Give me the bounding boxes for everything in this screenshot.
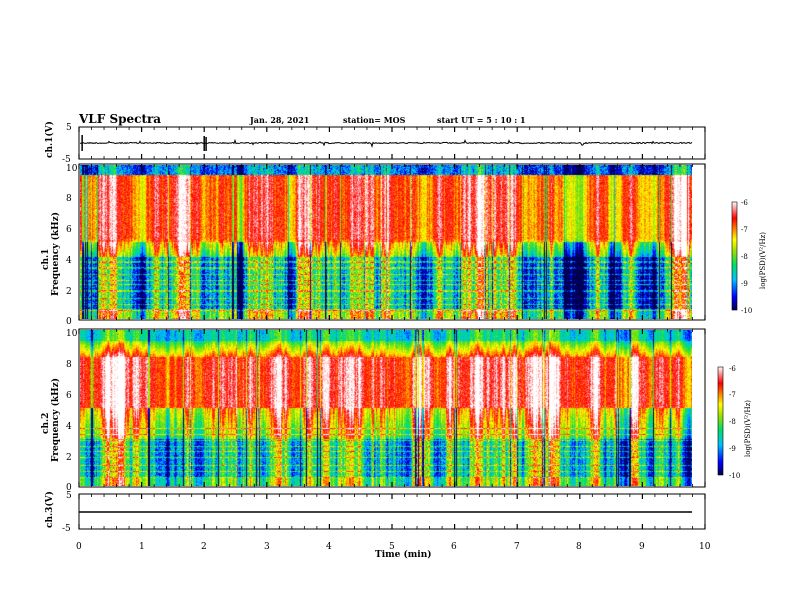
ch2-spec-ytick-2: 2 bbox=[66, 453, 72, 463]
header-station: station= MOS bbox=[343, 115, 406, 125]
ch2-spec-ytick-6: 6 bbox=[66, 391, 72, 401]
figure-title: VLF Spectra bbox=[78, 112, 161, 126]
ch1-cb-tick-10: -10 bbox=[741, 307, 752, 315]
ch2-spec-ylabel-freq: Frequency (kHz) bbox=[50, 378, 61, 462]
xtick-8: 8 bbox=[576, 542, 582, 552]
ch1-spec-ylabel-channel: ch.1 bbox=[41, 249, 51, 270]
xtick-0: 0 bbox=[76, 542, 82, 552]
ch1-spec-ylabel-freq: Frequency (kHz) bbox=[50, 212, 61, 296]
ch2-spec-ytick-10: 10 bbox=[66, 329, 78, 339]
ch1-spec-ytick-8: 8 bbox=[66, 194, 72, 204]
ch3-ytick-bottom: -5 bbox=[62, 524, 71, 534]
ch1-waveform-panel: 5 -5 ch.1(V) bbox=[44, 121, 706, 165]
xtick-2: 2 bbox=[201, 542, 207, 552]
xtick-9: 9 bbox=[639, 542, 645, 552]
ch2-cb-tick-10: -10 bbox=[729, 472, 740, 480]
xtick-7: 7 bbox=[514, 542, 520, 552]
x-axis-label: Time (min) bbox=[375, 549, 432, 560]
ch1-colorbar: -6 -7 -8 -9 -10 log(PSD)(V²/Hz) bbox=[731, 199, 767, 315]
ch3-ytick-top: 5 bbox=[66, 491, 72, 501]
ch2-cb-tick-7: -7 bbox=[729, 391, 736, 399]
ch1-cb-tick-7: -7 bbox=[741, 226, 748, 234]
ch1-cb-tick-6: -6 bbox=[741, 199, 748, 207]
x-axis: 0 1 2 3 4 5 6 7 8 9 10 Time (min) bbox=[76, 542, 711, 560]
ch1-spectrogram-image bbox=[80, 165, 692, 319]
ch2-colorbar: -6 -7 -8 -9 -10 log(PSD)(V²/Hz) bbox=[717, 365, 752, 480]
ch2-spec-ytick-4: 4 bbox=[66, 422, 72, 432]
ch1-spectrogram-panel: 10 8 6 4 2 0 ch.1 Frequency (kHz) bbox=[41, 163, 706, 327]
xtick-1: 1 bbox=[139, 542, 145, 552]
ch2-spec-ylabel-channel: ch.2 bbox=[41, 413, 51, 434]
ch1-spec-ytick-2: 2 bbox=[66, 287, 72, 297]
ch1-ylabel: ch.1(V) bbox=[44, 121, 55, 158]
header-start-ut: start UT = 5 : 10 : 1 bbox=[437, 115, 526, 125]
ch1-spec-ytick-4: 4 bbox=[66, 256, 72, 266]
ch2-cb-tick-9: -9 bbox=[729, 445, 736, 453]
ch1-spec-ytick-6: 6 bbox=[66, 225, 72, 235]
ch1-colorbar-scale bbox=[731, 201, 738, 311]
ch2-colorbar-scale bbox=[717, 366, 724, 476]
ch2-colorbar-label: log(PSD)(V²/Hz) bbox=[744, 400, 752, 457]
ch2-spectrogram-panel: 10 8 6 4 2 0 ch.2 Frequency (kHz) bbox=[41, 328, 706, 493]
ch1-spec-ytick-10: 10 bbox=[66, 164, 78, 174]
ch1-colorbar-label: log(PSD)(V²/Hz) bbox=[759, 232, 767, 289]
xtick-10: 10 bbox=[699, 542, 711, 552]
time-axis-tick-marks bbox=[78, 127, 706, 529]
ch2-cb-tick-6: -6 bbox=[729, 365, 736, 373]
ch1-spec-ytick-0: 0 bbox=[66, 317, 72, 327]
ch1-waveform-trace bbox=[80, 138, 693, 148]
xtick-6: 6 bbox=[451, 542, 457, 552]
xtick-3: 3 bbox=[264, 542, 270, 552]
header-date: Jan. 28, 2021 bbox=[249, 115, 309, 125]
ch1-cb-tick-9: -9 bbox=[741, 280, 748, 288]
xtick-5: 5 bbox=[389, 542, 395, 552]
ch1-ytick-top: 5 bbox=[66, 123, 72, 133]
ch3-waveform-panel: 5 -5 ch.3(V) bbox=[44, 491, 706, 534]
ch2-spec-ytick-0: 0 bbox=[66, 483, 72, 493]
xtick-4: 4 bbox=[326, 542, 332, 552]
ch2-spec-ytick-8: 8 bbox=[66, 360, 72, 370]
ch1-ytick-bottom: -5 bbox=[62, 155, 71, 165]
ch2-spectrogram-image bbox=[80, 330, 692, 486]
ch3-ylabel: ch.3(V) bbox=[44, 491, 55, 528]
ch1-cb-tick-8: -8 bbox=[741, 253, 748, 261]
ch2-cb-tick-8: -8 bbox=[729, 418, 736, 426]
